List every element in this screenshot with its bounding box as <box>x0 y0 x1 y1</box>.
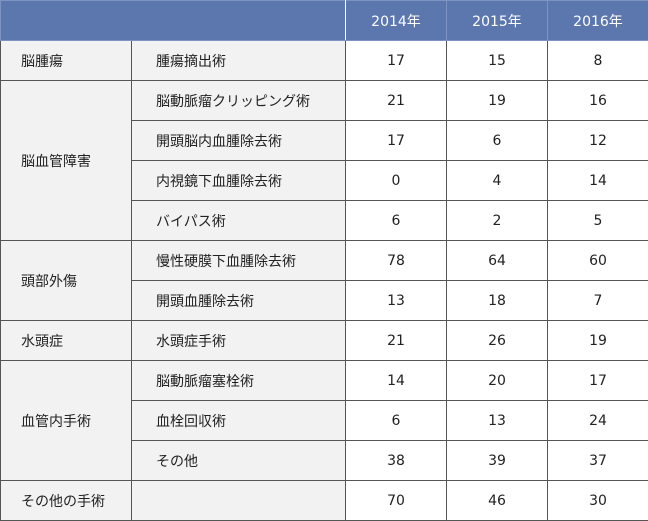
header-row: 2014年 2015年 2016年 <box>1 1 648 41</box>
count-cell: 21 <box>346 321 447 361</box>
procedure-cell: 開頭脳内血腫除去術 <box>132 121 346 161</box>
count-cell: 2 <box>447 201 548 241</box>
header-blank <box>1 1 346 41</box>
count-cell: 38 <box>346 441 447 481</box>
count-cell: 17 <box>346 41 447 81</box>
count-cell: 8 <box>548 41 648 81</box>
count-cell: 19 <box>447 81 548 121</box>
count-cell: 26 <box>447 321 548 361</box>
count-cell: 20 <box>447 361 548 401</box>
procedure-cell: 内視鏡下血腫除去術 <box>132 161 346 201</box>
procedure-cell: 腫瘍摘出術 <box>132 41 346 81</box>
count-cell: 70 <box>346 481 447 521</box>
count-cell: 17 <box>346 121 447 161</box>
count-cell: 18 <box>447 281 548 321</box>
category-cell: 血管内手術 <box>1 361 132 481</box>
count-cell: 13 <box>447 401 548 441</box>
count-cell: 12 <box>548 121 648 161</box>
table-row: 水頭症 水頭症手術 21 26 19 <box>1 321 648 361</box>
procedure-cell: バイパス術 <box>132 201 346 241</box>
table-row: その他の手術 70 46 30 <box>1 481 648 521</box>
count-cell: 14 <box>548 161 648 201</box>
procedure-cell: その他 <box>132 441 346 481</box>
table-row: 頭部外傷 慢性硬膜下血腫除去術 78 64 60 <box>1 241 648 281</box>
table-row: 脳腫瘍 腫瘍摘出術 17 15 8 <box>1 41 648 81</box>
table-row: 血管内手術 脳動脈瘤塞栓術 14 20 17 <box>1 361 648 401</box>
count-cell: 6 <box>346 401 447 441</box>
procedure-cell: 脳動脈瘤クリッピング術 <box>132 81 346 121</box>
category-cell: 頭部外傷 <box>1 241 132 321</box>
count-cell: 39 <box>447 441 548 481</box>
count-cell: 60 <box>548 241 648 281</box>
count-cell: 16 <box>548 81 648 121</box>
procedure-cell: 慢性硬膜下血腫除去術 <box>132 241 346 281</box>
count-cell: 19 <box>548 321 648 361</box>
table-row: 脳血管障害 脳動脈瘤クリッピング術 21 19 16 <box>1 81 648 121</box>
procedure-cell: 水頭症手術 <box>132 321 346 361</box>
count-cell: 21 <box>346 81 447 121</box>
count-cell: 7 <box>548 281 648 321</box>
count-cell: 24 <box>548 401 648 441</box>
count-cell: 6 <box>447 121 548 161</box>
count-cell: 13 <box>346 281 447 321</box>
header-year: 2014年 <box>346 1 447 41</box>
procedure-cell: 開頭血腫除去術 <box>132 281 346 321</box>
count-cell: 78 <box>346 241 447 281</box>
count-cell: 30 <box>548 481 648 521</box>
category-cell: その他の手術 <box>1 481 132 521</box>
count-cell: 64 <box>447 241 548 281</box>
count-cell: 5 <box>548 201 648 241</box>
count-cell: 14 <box>346 361 447 401</box>
category-cell: 脳血管障害 <box>1 81 132 241</box>
category-cell: 水頭症 <box>1 321 132 361</box>
procedure-cell <box>132 481 346 521</box>
procedure-cell: 脳動脈瘤塞栓術 <box>132 361 346 401</box>
count-cell: 4 <box>447 161 548 201</box>
procedure-cell: 血栓回収術 <box>132 401 346 441</box>
count-cell: 46 <box>447 481 548 521</box>
category-cell: 脳腫瘍 <box>1 41 132 81</box>
header-year: 2015年 <box>447 1 548 41</box>
count-cell: 0 <box>346 161 447 201</box>
header-year: 2016年 <box>548 1 648 41</box>
count-cell: 17 <box>548 361 648 401</box>
count-cell: 15 <box>447 41 548 81</box>
count-cell: 37 <box>548 441 648 481</box>
count-cell: 6 <box>346 201 447 241</box>
